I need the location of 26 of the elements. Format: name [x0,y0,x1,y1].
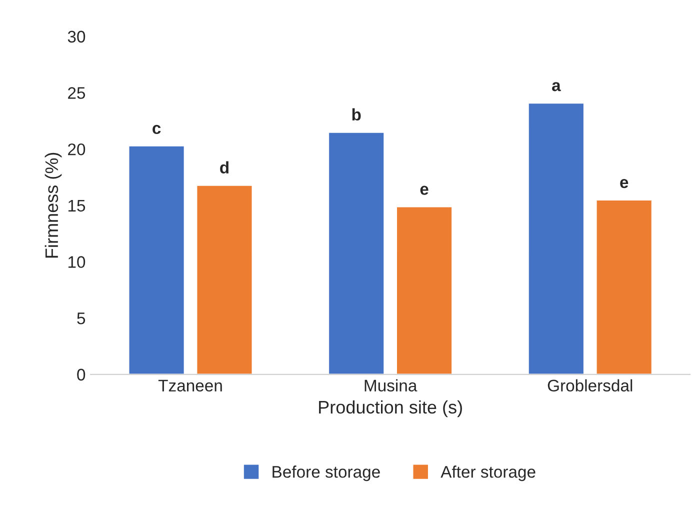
data-label: e [420,186,428,195]
y-axis-title: Firmness (%) [44,152,62,258]
y-tick-label: 25 [68,87,86,99]
data-label: d [220,161,228,174]
x-tick-label: Musina [364,379,418,392]
bar [196,184,254,374]
bar [128,144,186,374]
data-label: e [620,179,628,188]
y-tick-label: 30 [68,30,86,43]
x-axis-title: Production site (s) [319,400,462,418]
y-tick-label: 10 [68,256,86,268]
data-label: b [352,108,361,121]
legend-label: Before storage [272,466,380,482]
legend-label: After storage [440,466,536,482]
bar [527,102,585,374]
data-label: c [152,124,161,134]
y-tick-label: 5 [77,312,86,324]
bar [396,206,453,374]
x-tick-label: Groblersdal [548,379,632,392]
data-label: a [552,82,561,92]
x-tick-label: Tzaneen [158,380,222,392]
bar [595,199,653,374]
y-tick-label: 0 [77,368,86,381]
y-tick-label: 15 [68,200,86,212]
bar [328,131,386,374]
y-tick-label: 20 [68,143,86,156]
